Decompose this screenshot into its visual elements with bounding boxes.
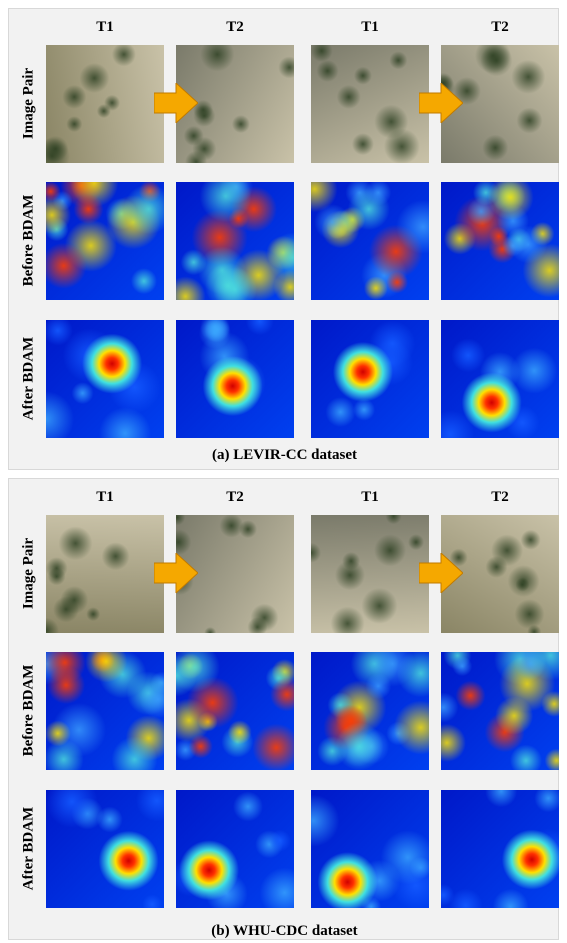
column-header: T1: [311, 489, 429, 506]
heatmap: [46, 182, 164, 300]
column-header: T2: [441, 489, 559, 506]
heatmap: [176, 320, 294, 438]
caption: (a) LEVIR-CC dataset: [9, 447, 560, 464]
heatmap: [176, 652, 294, 770]
image: [311, 515, 429, 633]
heatmap: [176, 790, 294, 908]
heatmap: [46, 320, 164, 438]
arrow-icon: [154, 83, 198, 123]
heatmap: [311, 790, 429, 908]
row-label: Image Pair: [21, 45, 38, 163]
column-header: T1: [46, 489, 164, 506]
image: [46, 45, 164, 163]
image: [311, 45, 429, 163]
heatmap: [441, 790, 559, 908]
heatmap: [441, 652, 559, 770]
heatmap: [441, 182, 559, 300]
row-label: Before BDAM: [21, 652, 38, 770]
column-header: T2: [176, 19, 294, 36]
page: T1 T2 T1 T2 Image Pair Before BDAM After BDAM (…: [0, 0, 567, 943]
heatmap: [311, 652, 429, 770]
heatmap: [46, 652, 164, 770]
arrow-shape: [419, 553, 463, 593]
column-header: T2: [176, 489, 294, 506]
arrow-shape: [419, 83, 463, 123]
row-label: Image Pair: [21, 515, 38, 633]
heatmap: [441, 320, 559, 438]
row-label: After BDAM: [21, 320, 38, 438]
heatmap: [311, 320, 429, 438]
heatmap: [311, 182, 429, 300]
row-label: Before BDAM: [21, 182, 38, 300]
arrow-icon: [419, 83, 463, 123]
arrow-icon: [154, 553, 198, 593]
arrow-icon: [419, 553, 463, 593]
arrow-shape: [154, 83, 198, 123]
panel: T1 T2 T1 T2 Image Pair Before BDAM After BDAM (…: [8, 478, 559, 940]
heatmap: [46, 790, 164, 908]
panel: T1 T2 T1 T2 Image Pair Before BDAM After BDAM (…: [8, 8, 559, 470]
column-header: T2: [441, 19, 559, 36]
row-label: After BDAM: [21, 790, 38, 908]
caption: (b) WHU-CDC dataset: [9, 923, 560, 940]
arrow-shape: [154, 553, 198, 593]
column-header: T1: [46, 19, 164, 36]
heatmap: [176, 182, 294, 300]
image: [46, 515, 164, 633]
column-header: T1: [311, 19, 429, 36]
